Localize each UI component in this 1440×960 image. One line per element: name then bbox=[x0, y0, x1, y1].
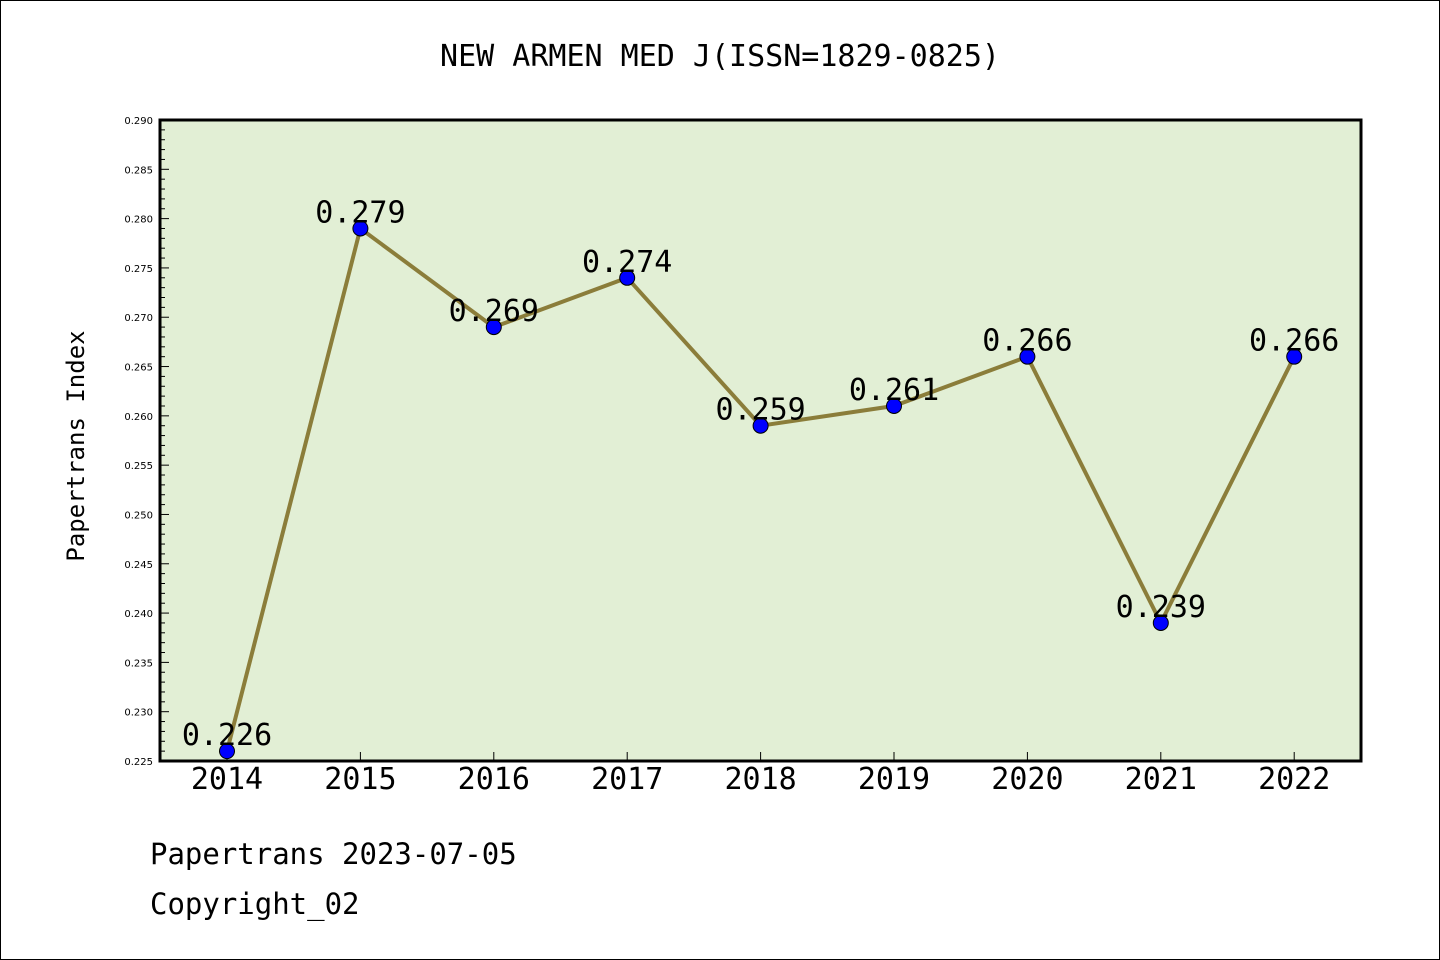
data-point bbox=[619, 269, 636, 286]
data-point bbox=[1019, 348, 1036, 365]
y-tick-label: 0.260 bbox=[124, 412, 153, 423]
footer-date: Papertrans 2023-07-05 bbox=[150, 837, 517, 871]
y-tick-label: 0.275 bbox=[124, 264, 153, 275]
y-tick-label: 0.230 bbox=[124, 708, 153, 719]
data-point bbox=[352, 220, 369, 237]
data-label: 0.239 bbox=[1116, 590, 1206, 625]
data-label: 0.266 bbox=[982, 324, 1072, 359]
data-label: 0.261 bbox=[849, 373, 939, 408]
y-tick-label: 0.290 bbox=[124, 116, 153, 127]
data-labels: 0.226 0.279 0.269 0.274 0.259 0.261 0.266 0.239… bbox=[182, 195, 1340, 753]
data-label: 0.269 bbox=[449, 294, 539, 329]
data-point bbox=[1152, 614, 1169, 631]
y-tick-label: 0.250 bbox=[124, 510, 153, 521]
series-group bbox=[219, 220, 1303, 760]
y-tick-label: 0.280 bbox=[124, 215, 153, 226]
x-tick-label: 2015 bbox=[324, 762, 396, 797]
x-tick-label: 2021 bbox=[1125, 762, 1197, 797]
y-tick-label: 0.285 bbox=[124, 165, 153, 176]
y-tick-label: 0.225 bbox=[124, 757, 153, 768]
y-tick-label: 0.245 bbox=[124, 560, 153, 571]
y-tick-label: 0.240 bbox=[124, 609, 153, 620]
data-label: 0.266 bbox=[1249, 324, 1339, 359]
data-point bbox=[1286, 348, 1303, 365]
y-axis-label: Papertrans Index bbox=[62, 330, 90, 561]
data-point bbox=[219, 743, 235, 760]
x-tick-label: 2017 bbox=[591, 762, 663, 797]
x-tick-label: 2022 bbox=[1258, 762, 1330, 797]
x-tick-label: 2019 bbox=[858, 762, 930, 797]
data-label: 0.226 bbox=[182, 718, 272, 753]
data-label: 0.274 bbox=[582, 245, 672, 280]
y-tick-label: 0.255 bbox=[124, 461, 153, 472]
data-label: 0.259 bbox=[715, 393, 805, 428]
chart-title: NEW ARMEN MED J(ISSN=1829-0825) bbox=[440, 39, 1000, 74]
x-tick-label: 2016 bbox=[458, 762, 530, 797]
y-tick-label: 0.235 bbox=[124, 658, 153, 669]
data-point bbox=[886, 397, 902, 414]
plot-border bbox=[158, 118, 1363, 763]
x-tick-label: 2014 bbox=[191, 762, 263, 797]
y-tick-label: 0.265 bbox=[124, 363, 153, 374]
x-tick-label: 2020 bbox=[991, 762, 1063, 797]
x-axis: 2014 2015 2016 2017 2018 2019 2020 2021 2022 bbox=[191, 752, 1330, 797]
y-tick-label: 0.270 bbox=[124, 313, 153, 324]
data-point bbox=[485, 319, 502, 336]
data-point bbox=[752, 417, 769, 434]
data-label: 0.279 bbox=[315, 195, 405, 230]
footer-copyright: Copyright_02 bbox=[150, 887, 360, 922]
x-tick-label: 2018 bbox=[724, 762, 796, 797]
